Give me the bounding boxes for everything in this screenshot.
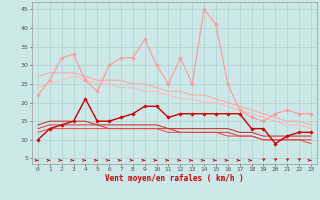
X-axis label: Vent moyen/en rafales ( km/h ): Vent moyen/en rafales ( km/h ) bbox=[105, 174, 244, 183]
